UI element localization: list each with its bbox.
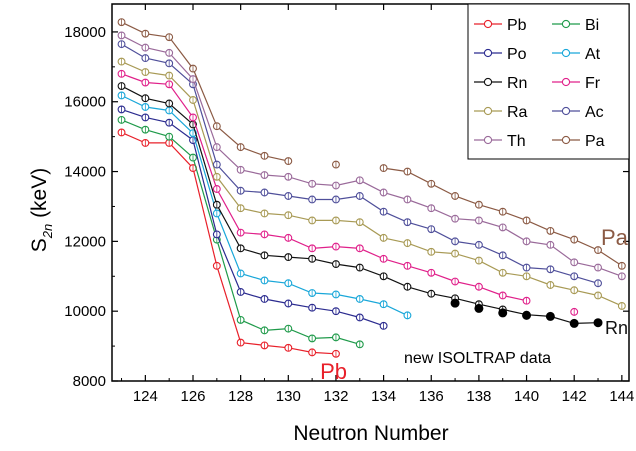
series-line bbox=[121, 73, 527, 302]
y-label-unit: (keV) bbox=[28, 168, 51, 224]
x-axis-label: Neutron Number bbox=[293, 422, 448, 445]
y-tick-label: 10000 bbox=[64, 303, 106, 320]
series-ac bbox=[117, 40, 602, 288]
legend-entry-fr: Fr bbox=[552, 75, 601, 92]
legend-label: Pa bbox=[585, 133, 605, 150]
legend-entry-pb: Pb bbox=[474, 17, 527, 34]
x-tick-label: 136 bbox=[419, 388, 444, 405]
legend: Pb Bi Po At Rn Fr Ra Ac Th Pa bbox=[467, 3, 630, 160]
legend-marker bbox=[561, 48, 571, 58]
plot-frame bbox=[111, 3, 630, 382]
pa-annotation: Pa bbox=[601, 225, 629, 250]
legend-marker bbox=[483, 135, 493, 145]
isoltrap-point bbox=[522, 310, 532, 320]
y-label-subscript: 2n bbox=[40, 224, 55, 239]
isoltrap-point bbox=[450, 298, 460, 308]
rn-annotation: Rn bbox=[605, 318, 628, 338]
x-tick-label: 124 bbox=[133, 388, 158, 405]
isoltrap-point bbox=[498, 308, 508, 318]
y-tick-label: 8000 bbox=[73, 373, 106, 390]
x-tick-label: 132 bbox=[323, 388, 348, 405]
legend-label: Ra bbox=[507, 104, 528, 121]
legend-marker bbox=[561, 135, 571, 145]
series-th bbox=[117, 31, 626, 281]
y-tick-label: 14000 bbox=[64, 164, 106, 181]
legend-entry-po: Po bbox=[474, 46, 527, 63]
legend-label: Fr bbox=[585, 75, 601, 92]
legend-label: Ac bbox=[585, 104, 604, 121]
legend-entry-ac: Ac bbox=[552, 104, 604, 121]
isoltrap-point bbox=[593, 318, 603, 328]
legend-label: Bi bbox=[585, 17, 599, 34]
series-pa bbox=[117, 18, 626, 270]
x-tick-label: 140 bbox=[514, 388, 539, 405]
legend-entry-bi: Bi bbox=[552, 17, 599, 34]
series-line bbox=[121, 131, 337, 355]
legend-label: Th bbox=[507, 133, 526, 150]
series-fr bbox=[117, 69, 579, 316]
series-at bbox=[117, 91, 412, 320]
legend-label: Po bbox=[507, 46, 527, 63]
series-ra bbox=[117, 57, 626, 310]
isoltrap-annotation: new ISOLTRAP data bbox=[404, 350, 551, 367]
x-tick-label: 128 bbox=[228, 388, 253, 405]
legend-label: Pb bbox=[507, 17, 527, 34]
legend-marker bbox=[561, 106, 571, 116]
x-tick-label: 144 bbox=[609, 388, 634, 405]
y-tick-label: 18000 bbox=[64, 24, 106, 41]
legend-entry-th: Th bbox=[474, 133, 526, 150]
legend-label: Rn bbox=[507, 75, 527, 92]
x-tick-label: 126 bbox=[180, 388, 205, 405]
legend-entry-ra: Ra bbox=[474, 104, 528, 121]
legend-marker bbox=[483, 106, 493, 116]
y-tick-label: 12000 bbox=[64, 233, 106, 250]
x-tick-label: 130 bbox=[276, 388, 301, 405]
series-layer bbox=[117, 18, 626, 358]
x-tick-label: 134 bbox=[371, 388, 396, 405]
x-tick-label: 142 bbox=[562, 388, 587, 405]
isoltrap-point bbox=[545, 311, 555, 321]
series-line bbox=[121, 21, 289, 162]
x-tick-label: 138 bbox=[466, 388, 491, 405]
legend-label: At bbox=[585, 46, 601, 63]
series-line bbox=[121, 34, 623, 277]
legend-entries: Pb Bi Po At Rn Fr Ra Ac Th Pa bbox=[474, 17, 605, 150]
legend-entry-pa: Pa bbox=[552, 133, 605, 150]
legend-marker bbox=[561, 77, 571, 87]
isoltrap-point bbox=[474, 303, 484, 313]
axis-ticks: 124 126 128 130 132 134 136 138 140 142 144 8000 100… bbox=[64, 4, 634, 405]
isoltrap-point bbox=[569, 318, 579, 328]
isoltrap-layer bbox=[450, 298, 603, 328]
series-po bbox=[117, 105, 388, 330]
y-axis-label: S2n (keV) bbox=[28, 168, 55, 253]
y-tick-label: 16000 bbox=[64, 94, 106, 111]
legend-entry-at: At bbox=[552, 46, 601, 63]
series-line bbox=[121, 61, 623, 307]
series-line bbox=[383, 167, 623, 267]
legend-marker bbox=[561, 19, 571, 29]
legend-entry-rn: Rn bbox=[474, 75, 527, 92]
legend-marker bbox=[483, 19, 493, 29]
legend-marker bbox=[483, 48, 493, 58]
pb-annotation: Pb bbox=[320, 359, 347, 384]
y-label-main: S bbox=[28, 238, 51, 252]
legend-marker bbox=[483, 77, 493, 87]
series-line bbox=[121, 108, 384, 327]
